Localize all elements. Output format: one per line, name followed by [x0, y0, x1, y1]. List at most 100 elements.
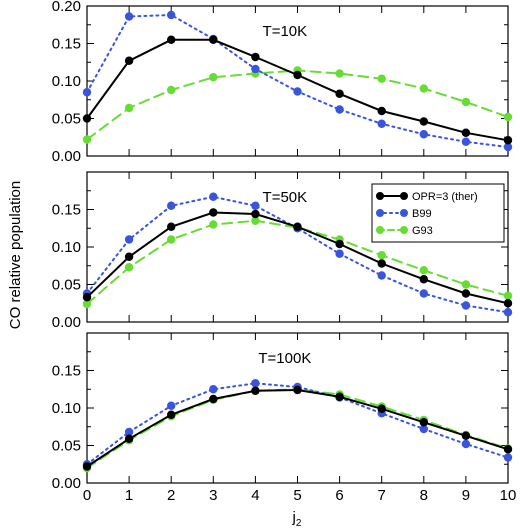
data-point [335, 69, 344, 78]
y-tick-label: 0.15 [52, 363, 81, 380]
data-point [461, 301, 471, 310]
panel-title: T=10K [263, 23, 308, 40]
data-point [124, 427, 134, 437]
data-point [419, 266, 428, 275]
x-tick-label: 0 [83, 487, 91, 504]
data-point [209, 208, 218, 217]
data-point [82, 299, 92, 309]
x-tick-label: 8 [420, 487, 428, 504]
data-point [503, 453, 513, 462]
legend-entry: B99 [412, 208, 432, 220]
data-point [503, 136, 513, 145]
data-point [461, 97, 471, 107]
y-tick-label: 0.00 [52, 148, 81, 165]
data-point [503, 308, 513, 317]
data-point [503, 112, 513, 122]
data-point [124, 103, 134, 113]
legend-box [371, 183, 505, 243]
data-point [82, 293, 92, 302]
data-point [335, 89, 344, 98]
data-point [167, 235, 176, 244]
x-axis-label: j2 [292, 509, 302, 528]
x-axis-label-subscript: 2 [296, 518, 302, 528]
y-tick-label: 0.05 [52, 277, 81, 294]
panel-2: 0.00 0.05 0.10 0.15 T=50K OPR=3 (ther) B99 G93 [52, 171, 513, 331]
legend-swatch-marker [376, 209, 384, 217]
legend-swatch-marker [400, 226, 408, 234]
data-point [377, 106, 386, 116]
y-axis-label: CO relative population [7, 181, 24, 329]
legend-swatch-marker [376, 192, 384, 200]
series-line-1 [86, 382, 509, 466]
data-point [461, 289, 471, 298]
data-point [419, 130, 428, 139]
data-point [251, 386, 260, 395]
data-point [251, 201, 260, 210]
data-point [377, 74, 386, 83]
data-point [209, 220, 218, 229]
legend-swatch-marker [400, 192, 408, 200]
data-point [377, 259, 386, 268]
data-point [461, 280, 471, 289]
legend-swatch-marker [376, 226, 384, 234]
y-tick-label: 0.05 [52, 111, 81, 128]
data-point [461, 439, 471, 449]
data-point [167, 10, 176, 20]
panel-3: 0.00 0.05 0.10 0.15 0 1 2 3 4 5 6 7 8 9 10 T=100K [52, 332, 517, 504]
data-point [167, 201, 176, 210]
panel-1: 0.00 0.05 0.10 0.15 0.20 T=10K [52, 0, 513, 165]
y-tick-label: 0.15 [52, 36, 81, 53]
x-tick-label: 9 [462, 487, 470, 504]
data-point [503, 142, 513, 152]
data-point [251, 64, 260, 74]
data-point [167, 222, 176, 231]
data-point [251, 209, 260, 219]
series-line-2 [86, 219, 509, 305]
data-point [335, 105, 344, 114]
data-point [124, 235, 134, 244]
data-point [335, 392, 344, 401]
x-tick-label: 5 [293, 487, 301, 504]
y-tick-label: 0.10 [52, 400, 81, 417]
data-point [251, 52, 260, 62]
data-point [293, 222, 302, 231]
data-point [209, 394, 218, 404]
legend-swatch-marker [400, 209, 408, 217]
y-tick-label: 0.00 [52, 475, 81, 492]
data-point [124, 12, 134, 21]
data-point [461, 128, 471, 137]
data-point [335, 249, 344, 258]
y-tick-label: 0.15 [52, 202, 81, 219]
data-point [82, 462, 92, 471]
data-point [82, 135, 92, 144]
data-point [377, 251, 386, 260]
x-tick-label: 4 [251, 487, 259, 504]
data-point [209, 192, 218, 201]
legend-entry: OPR=3 (ther) [412, 191, 478, 203]
data-point [377, 119, 386, 128]
data-point [82, 114, 92, 123]
data-point [124, 434, 134, 443]
data-point [419, 117, 428, 126]
x-tick-label: 2 [167, 487, 175, 504]
data-point [503, 445, 513, 454]
x-tick-label: 10 [500, 487, 517, 504]
data-point [293, 70, 302, 80]
data-point [124, 263, 134, 272]
legend-entry: G93 [412, 225, 433, 237]
data-point [377, 271, 386, 280]
data-point [419, 418, 428, 427]
data-point [503, 299, 513, 308]
y-tick-label: 0.10 [52, 73, 81, 90]
data-point [82, 88, 92, 97]
data-point [251, 379, 260, 388]
data-point [377, 404, 386, 413]
data-point [419, 424, 428, 434]
data-point [461, 137, 471, 146]
x-axis-label-main: j [292, 509, 296, 526]
data-point [167, 35, 176, 44]
panel-title: T=100K [258, 350, 311, 367]
series-line-1 [86, 195, 509, 314]
data-point [461, 431, 471, 440]
